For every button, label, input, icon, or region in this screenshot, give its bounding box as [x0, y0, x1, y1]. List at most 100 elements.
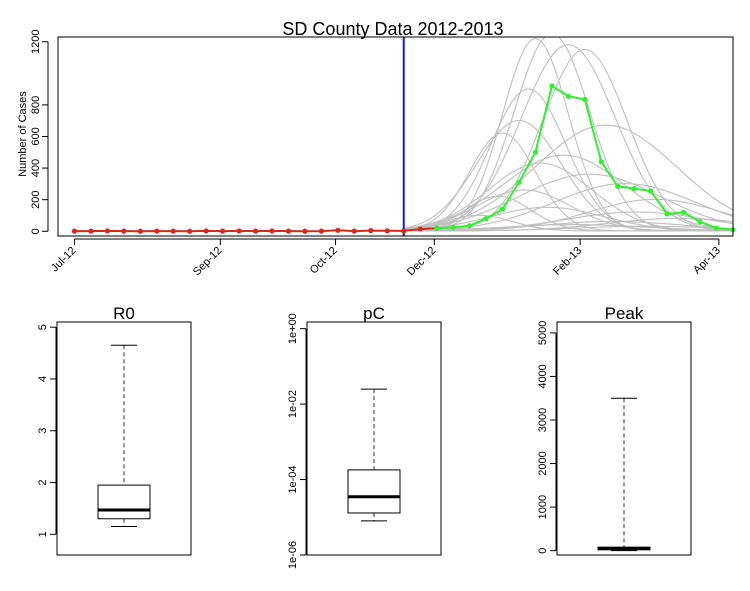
predicted-point-2 — [450, 224, 456, 230]
peak-y-axis: 0 1000 2000 3000 4000 5000 — [537, 321, 557, 554]
observed-point-9 — [203, 228, 209, 234]
main-y-tick-label: 1200 — [30, 29, 42, 53]
box-y-tick-label: 5 — [37, 324, 49, 330]
box-y-tick-label: 4000 — [537, 364, 549, 388]
predicted-point-12 — [615, 183, 621, 189]
main-y-tick-label: 800 — [30, 96, 42, 114]
box-y-tick-label: 1e-02 — [287, 390, 299, 418]
simulation-curves — [403, 37, 733, 232]
box-y-tick-label: 5000 — [537, 321, 549, 345]
predicted-point-16 — [681, 209, 687, 215]
observed-point-5 — [137, 228, 143, 234]
predicted-point-11 — [598, 159, 604, 165]
main-y-tick-label: 600 — [30, 127, 42, 145]
simulation-curve-5 — [403, 88, 733, 232]
observed-point-19 — [368, 228, 374, 234]
box-y-tick-label: 3000 — [537, 408, 549, 432]
predicted-point-7 — [532, 149, 539, 155]
main-y-axis-label: Number of Cases — [17, 91, 29, 177]
main-y-tick-label: 200 — [30, 190, 42, 208]
predicted-point-8 — [549, 83, 555, 89]
box-y-tick-label: 1e+00 — [287, 313, 299, 344]
peak-box-title: Peak — [605, 304, 644, 323]
simulation-curve-8 — [403, 124, 733, 230]
simulation-curve-21 — [403, 224, 733, 232]
r0-y-axis: 1 2 3 4 5 — [37, 324, 57, 537]
pc-boxplot: 1e-06 1e-04 1e-02 1e+00 — [287, 313, 442, 569]
main-x-tick-label: Jul-12 — [49, 245, 79, 275]
box-y-tick-label: 1000 — [537, 495, 549, 519]
predicted-point-6 — [516, 179, 522, 185]
predicted-point-10 — [582, 96, 588, 102]
predicted-point-4 — [483, 216, 489, 222]
simulation-curve-12 — [403, 183, 733, 232]
observed-point-17 — [335, 227, 341, 233]
observed-point-10 — [220, 228, 226, 234]
predicted-point-9 — [565, 93, 571, 99]
box-y-tick-label: 2000 — [537, 451, 549, 475]
r0-plot-frame — [56, 321, 192, 556]
simulation-curve-10 — [403, 173, 733, 230]
observed-point-13 — [269, 228, 275, 234]
observed-point-6 — [154, 228, 160, 234]
predicted-point-15 — [664, 211, 670, 217]
observed-point-12 — [252, 228, 259, 234]
box-y-tick-label: 1e-04 — [287, 465, 299, 493]
main-y-axis: 0 200 400 600 800 1200 — [30, 29, 49, 234]
main-x-tick-label: Sep-12 — [191, 245, 225, 279]
box-y-tick-label: 4 — [37, 376, 49, 382]
main-x-tick-label: Dec-12 — [405, 245, 439, 279]
main-y-tick-label: 400 — [30, 159, 42, 177]
observed-point-20 — [384, 228, 390, 234]
predicted-point-13 — [631, 186, 637, 192]
observed-point-18 — [351, 228, 357, 234]
pc-box-title: pC — [363, 304, 385, 323]
observed-point-21 — [401, 228, 407, 234]
peak-boxplot: 0 1000 2000 3000 4000 5000 — [537, 321, 692, 556]
main-chart-title: SD County Data 2012-2013 — [282, 19, 503, 39]
box-y-tick-label: 2 — [37, 479, 49, 485]
main-x-tick-label: Apr-13 — [691, 245, 723, 277]
pc-plot-frame — [306, 321, 442, 556]
simulation-curve-20 — [403, 220, 733, 232]
interquartile-box — [97, 484, 151, 520]
simulation-curve-22 — [403, 225, 733, 232]
box-y-tick-label: 1e-06 — [287, 541, 299, 569]
predicted-point-14 — [648, 188, 654, 194]
main-x-tick-label: Feb-13 — [551, 245, 584, 278]
main-x-tick-label: Oct-12 — [308, 245, 340, 277]
observed-point-15 — [302, 228, 308, 234]
observed-point-3 — [104, 228, 110, 234]
predicted-point-18 — [713, 225, 720, 231]
main-y-tick-label: 0 — [30, 228, 42, 234]
predicted-point-1 — [434, 225, 440, 231]
predicted-series-line — [436, 84, 734, 231]
observed-point-4 — [121, 228, 127, 234]
observed-point-7 — [170, 228, 176, 234]
pc-y-axis: 1e-06 1e-04 1e-02 1e+00 — [287, 313, 307, 569]
observed-point-16 — [318, 228, 325, 234]
observed-point-8 — [187, 228, 193, 234]
main-plot-frame — [57, 36, 734, 237]
predicted-point-5 — [499, 206, 506, 212]
observed-point-1 — [71, 228, 78, 234]
box-y-tick-label: 3 — [37, 428, 49, 434]
peak-plot-frame — [556, 321, 692, 556]
predicted-point-17 — [697, 219, 703, 225]
observed-point-14 — [285, 228, 292, 234]
simulation-curve-19 — [403, 214, 733, 232]
observed-point-11 — [236, 228, 242, 234]
predicted-point-3 — [466, 223, 473, 229]
box-y-tick-label: 0 — [537, 548, 549, 554]
observed-point-2 — [88, 228, 94, 234]
observed-point-22 — [417, 226, 423, 232]
simulation-curve-6 — [403, 49, 733, 232]
interquartile-box — [347, 469, 401, 514]
r0-box-title: R0 — [113, 304, 135, 323]
main-x-axis: Jul-12 Sep-12 Oct-12 Dec-12 Feb-13 Apr-13 — [49, 238, 723, 279]
box-y-tick-label: 1 — [37, 531, 49, 537]
r0-boxplot: 1 2 3 4 5 — [37, 321, 192, 556]
observed-series — [71, 225, 440, 234]
predicted-series — [434, 83, 736, 233]
